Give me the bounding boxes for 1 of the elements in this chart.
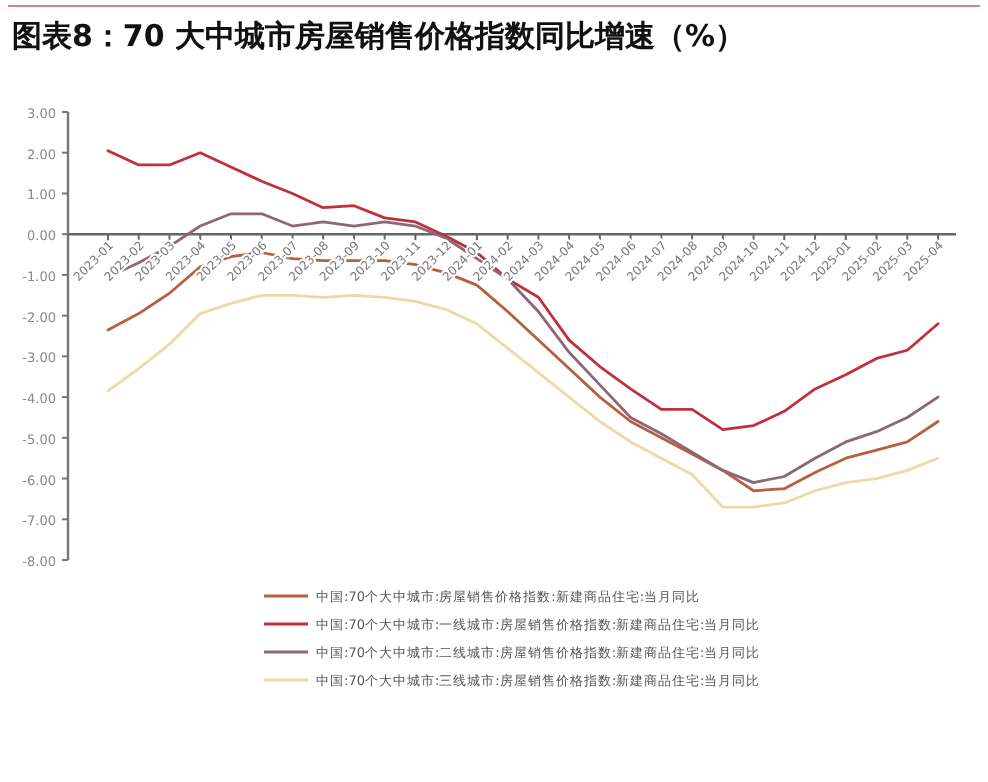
- title: 图表8：70 大中城市房屋销售价格指数同比增速（%）: [12, 18, 746, 54]
